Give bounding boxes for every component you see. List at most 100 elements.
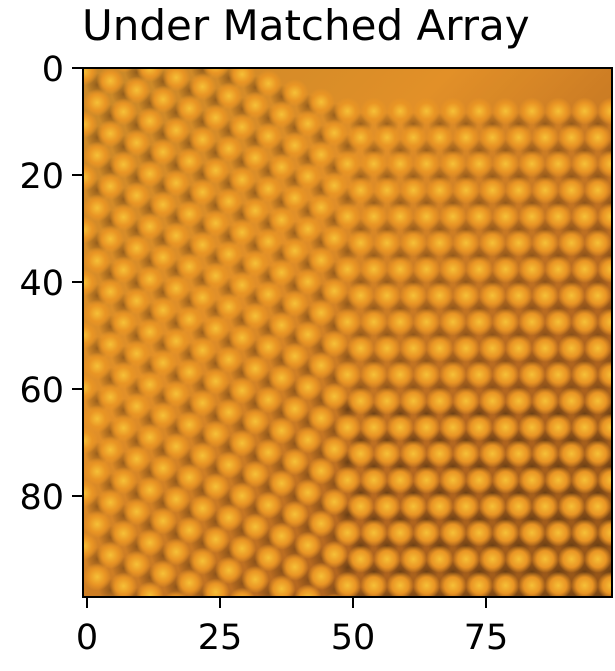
bright-spot [333,466,362,494]
bright-spot [597,519,611,547]
plot-title: Under Matched Array [82,1,530,50]
bright-spot [122,445,151,473]
x-tick-label: 0 [75,618,99,658]
bright-spot [96,383,125,411]
bright-spot [597,360,611,389]
bright-spot [294,373,322,401]
bright-spot [84,457,111,486]
bright-spot [478,334,507,363]
bright-spot [584,176,611,204]
bright-spot [84,532,98,560]
bright-spot [386,308,414,336]
bright-spot [281,553,309,581]
bright-spot [518,466,546,494]
bright-spot [412,97,441,125]
bright-spot [346,123,375,152]
bright-spot [241,196,269,225]
bright-spot [320,119,349,147]
bright-spot [136,212,164,241]
bright-spot [109,98,138,126]
bright-spot [610,239,611,247]
bright-spot [570,413,599,442]
bright-spot [241,302,269,330]
bright-spot [584,440,611,468]
bright-spot [452,281,480,310]
bright-spot [84,194,111,222]
bright-spot [215,240,243,268]
bright-spot [215,556,243,585]
bright-spot [373,440,401,468]
bright-spot [597,255,611,283]
bright-spot [531,387,559,415]
bright-spot [162,116,190,144]
bright-spot [439,97,467,125]
bright-spot [84,563,111,591]
bright-spot [175,94,204,123]
bright-spot [109,467,138,495]
bright-spot [307,562,335,590]
bright-spot [122,550,151,579]
bright-spot [360,150,388,178]
bright-spot [346,492,375,521]
bright-spot [426,176,454,204]
bright-spot [544,150,573,178]
bright-spot [241,355,269,383]
bright-spot [439,308,467,336]
bright-spot [84,352,111,380]
bright-spot [175,200,204,228]
bright-spot [597,308,611,336]
bright-spot [386,255,414,283]
bright-spot [373,545,401,573]
bright-spot [281,237,309,265]
bright-spot [478,387,507,415]
bright-spot [228,482,256,510]
bright-spot [584,387,611,415]
bright-spot [294,320,322,349]
bright-spot [478,229,507,257]
bright-spot [149,296,177,324]
bright-spot [215,345,243,374]
bright-spot [412,519,441,547]
y-tick-label: 20 [19,157,64,197]
bright-spot [175,463,204,492]
image-frame [82,67,613,598]
bright-spot [597,466,611,494]
bright-spot [122,129,151,157]
bright-spot [360,308,388,336]
bright-spot [373,281,401,310]
bright-spot [452,229,480,257]
bright-spot [544,360,573,389]
bright-spot [96,277,125,306]
bright-spot [491,519,520,547]
bright-spot [175,411,204,439]
bright-spot [426,440,454,468]
bright-spot [452,176,480,204]
bright-spot [202,262,230,290]
bright-spot [412,466,441,494]
bright-spot [557,334,586,363]
bright-spot [185,69,194,70]
bright-spot [360,519,388,547]
x-tick-label: 25 [197,618,243,658]
bright-spot [491,202,520,231]
bright-spot [136,265,164,293]
bright-spot [333,413,362,442]
bright-spot [307,299,335,327]
bright-spot [491,571,520,596]
y-tick-mark [72,388,82,390]
bright-spot [122,392,151,420]
bright-spot [188,231,217,259]
bright-spot [333,571,362,596]
y-tick-mark [72,174,82,176]
bright-spot [544,466,573,494]
bright-spot [307,509,335,538]
bright-spot [557,492,586,521]
bright-spot [294,531,322,559]
bright-spot [149,401,177,430]
bright-spot [570,255,599,283]
bright-spot [149,243,177,272]
bright-spot [136,581,164,596]
bright-spot [215,187,243,216]
x-tick-label: 50 [330,618,376,658]
bright-spot [505,281,533,310]
